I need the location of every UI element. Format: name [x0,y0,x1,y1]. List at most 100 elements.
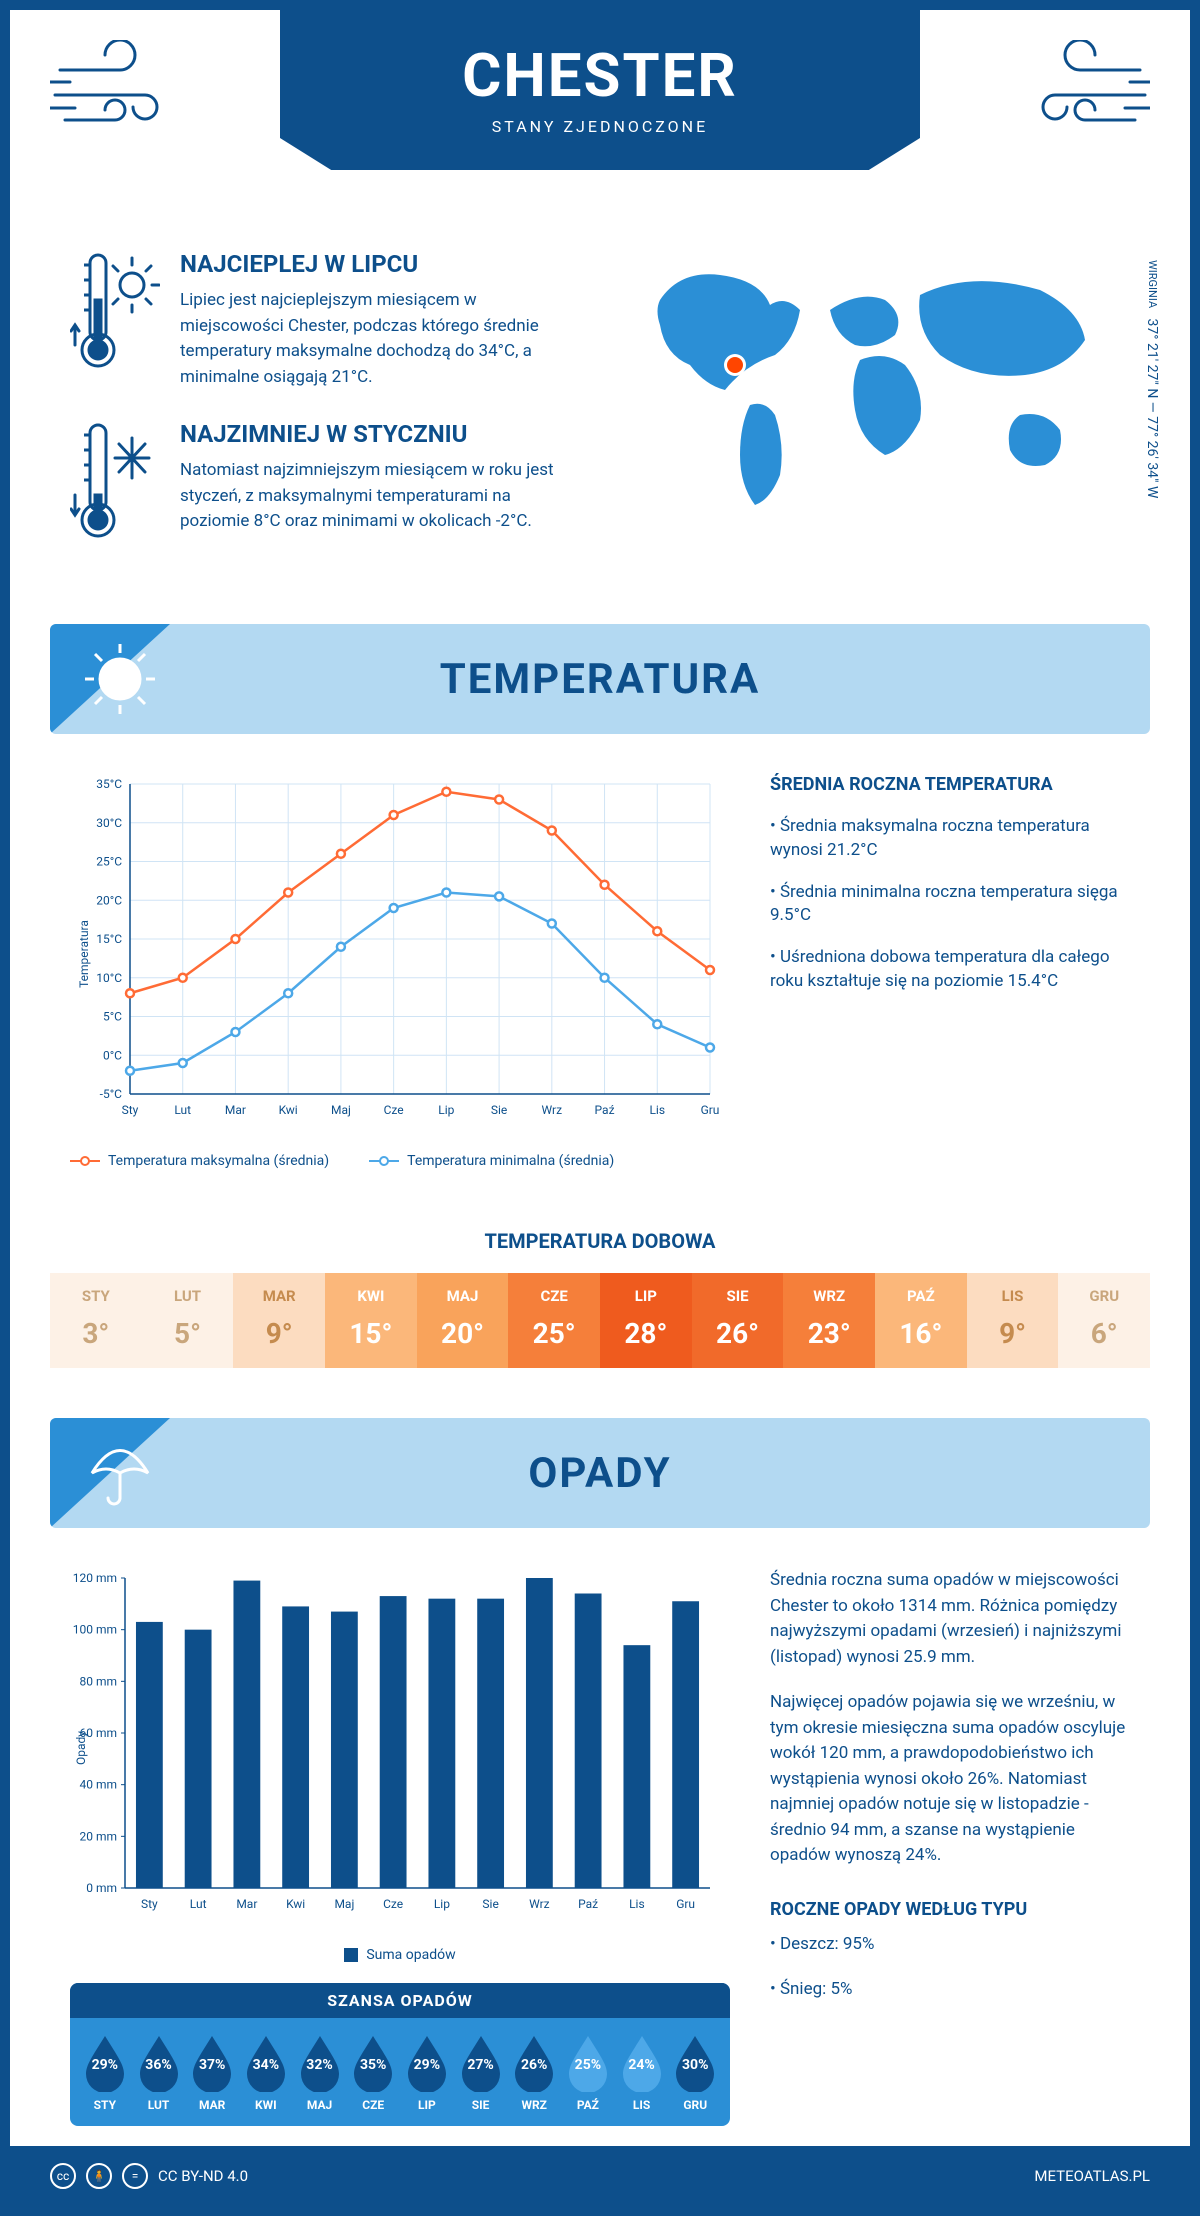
temperature-info: ŚREDNIA ROCZNA TEMPERATURA • Średnia mak… [770,774,1130,1169]
svg-text:Lis: Lis [629,1897,645,1911]
svg-text:Maj: Maj [334,1897,354,1911]
daily-cell: STY3° [50,1273,142,1368]
svg-text:Gru: Gru [701,1103,720,1117]
svg-text:Lip: Lip [438,1103,454,1117]
lon-label: 77° 26' 34" W [1144,416,1160,498]
lat-label: 37° 21' 27" N [1144,319,1160,399]
svg-text:25°C: 25°C [96,855,122,869]
temperature-body: -5°C0°C5°C10°C15°C20°C25°C30°C35°CStyLut… [10,734,1190,1209]
svg-text:5°C: 5°C [103,1010,122,1024]
svg-text:Lut: Lut [190,1897,207,1911]
svg-text:100 mm: 100 mm [73,1623,117,1637]
daily-cell: PAŹ16° [875,1273,967,1368]
daily-cell: CZE25° [508,1273,600,1368]
page: CHESTER STANY ZJEDNOCZONE NAJCIEPLEJ W L… [0,0,1200,2216]
precip-para2: Najwięcej opadów pojawia się we wrześniu… [770,1690,1130,1869]
precip-chart: 0 mm20 mm40 mm60 mm80 mm100 mm120 mmStyL… [70,1568,730,1928]
chance-cell: 27%SIE [454,2032,508,2112]
svg-text:120 mm: 120 mm [73,1571,117,1585]
cold-title: NAJZIMNIEJ W STYCZNIU [180,420,580,448]
precip-title: OPADY [50,1449,1150,1498]
region-label: WIRGINIA [1146,260,1159,308]
svg-text:Wrz: Wrz [542,1103,563,1117]
intro-text-column: NAJCIEPLEJ W LIPCU Lipiec jest najcieple… [70,250,580,584]
svg-text:Sie: Sie [482,1897,498,1911]
svg-text:Lut: Lut [174,1103,191,1117]
hot-block: NAJCIEPLEJ W LIPCU Lipiec jest najcieple… [70,250,580,390]
temperature-title: TEMPERATURA [50,655,1150,704]
chance-cell: 24%LIS [615,2032,669,2112]
svg-text:Temperatura: Temperatura [77,920,91,988]
sun-icon [80,639,160,719]
temp-info-2: • Uśredniona dobowa temperatura dla całe… [770,946,1130,994]
footer-license: cc 🧍 = CC BY-ND 4.0 [50,2163,248,2189]
svg-text:Sty: Sty [122,1103,139,1117]
svg-text:Lis: Lis [649,1103,665,1117]
precip-type-snow: • Śnieg: 5% [770,1977,1130,2003]
svg-text:Mar: Mar [225,1103,246,1117]
temperature-chart: -5°C0°C5°C10°C15°C20°C25°C30°C35°CStyLut… [70,774,730,1134]
svg-text:Kwi: Kwi [286,1897,305,1911]
svg-text:Opady: Opady [74,1731,88,1765]
legend-max: Temperatura maksymalna (średnia) [108,1153,329,1169]
header-banner: CHESTER STANY ZJEDNOCZONE [280,10,920,170]
coordinates: WIRGINIA 37° 21' 27" N — 77° 26' 34" W [1144,260,1160,498]
svg-text:20 mm: 20 mm [79,1829,117,1843]
chance-cell: 29%LIP [400,2032,454,2112]
legend-min: Temperatura minimalna (średnia) [407,1153,614,1169]
cold-text: Natomiast najzimniejszym miesiącem w rok… [180,458,580,535]
daily-cell: LIP28° [600,1273,692,1368]
precip-body: 0 mm20 mm40 mm60 mm80 mm100 mm120 mmStyL… [10,1528,1190,2146]
chance-cell: 37%MAR [185,2032,239,2112]
map-column: WIRGINIA 37° 21' 27" N — 77° 26' 34" W [610,250,1130,584]
precip-left: 0 mm20 mm40 mm60 mm80 mm100 mm120 mmStyL… [70,1568,730,2126]
temperature-legend: Temperatura maksymalna (średnia) Tempera… [70,1153,730,1169]
daily-cell: WRZ23° [783,1273,875,1368]
daily-cell: MAR9° [233,1273,325,1368]
hot-title: NAJCIEPLEJ W LIPCU [180,250,580,278]
chance-title: SZANSA OPADÓW [70,1983,730,2018]
svg-text:Sie: Sie [491,1103,507,1117]
footer-site: METEOATLAS.PL [1034,2167,1150,2185]
precip-banner: OPADY [50,1418,1150,1528]
daily-cell: LUT5° [142,1273,234,1368]
chance-cell: 32%MAJ [293,2032,347,2112]
chance-wrap: SZANSA OPADÓW 29%STY36%LUT37%MAR34%KWI32… [70,1983,730,2126]
svg-text:Cze: Cze [383,1897,403,1911]
svg-text:Cze: Cze [384,1103,404,1117]
chance-cell: 30%GRU [668,2032,722,2112]
intro-section: NAJCIEPLEJ W LIPCU Lipiec jest najcieple… [10,230,1190,624]
chance-cell: 29%STY [78,2032,132,2112]
thermometer-cold-icon [70,420,160,554]
precip-legend: Suma opadów [70,1947,730,1963]
chance-row: 29%STY36%LUT37%MAR34%KWI32%MAJ35%CZE29%L… [70,2018,730,2112]
temp-info-1: • Średnia minimalna roczna temperatura s… [770,881,1130,929]
svg-text:Mar: Mar [236,1897,257,1911]
daily-cell: KWI15° [325,1273,417,1368]
daily-temp-strip: STY3°LUT5°MAR9°KWI15°MAJ20°CZE25°LIP28°S… [50,1273,1150,1368]
svg-text:40 mm: 40 mm [79,1778,117,1792]
svg-text:10°C: 10°C [96,971,122,985]
svg-text:Paź: Paź [595,1103,615,1117]
temperature-chart-wrap: -5°C0°C5°C10°C15°C20°C25°C30°C35°CStyLut… [70,774,730,1169]
svg-text:-5°C: -5°C [100,1087,123,1101]
precip-type-rain: • Deszcz: 95% [770,1932,1130,1958]
chance-cell: 25%PAŹ [561,2032,615,2112]
chance-cell: 34%KWI [239,2032,293,2112]
chance-cell: 36%LUT [132,2032,186,2112]
by-icon: 🧍 [86,2163,112,2189]
svg-text:Lip: Lip [434,1897,450,1911]
temp-info-title: ŚREDNIA ROCZNA TEMPERATURA [770,774,1130,795]
wind-icon-right [1010,40,1150,150]
temperature-banner: TEMPERATURA [50,624,1150,734]
svg-text:Paź: Paź [578,1897,598,1911]
svg-text:Wrz: Wrz [529,1897,550,1911]
nd-icon: = [122,2163,148,2189]
temp-info-0: • Średnia maksymalna roczna temperatura … [770,815,1130,863]
thermometer-hot-icon [70,250,160,390]
daily-cell: MAJ20° [417,1273,509,1368]
daily-cell: LIS9° [967,1273,1059,1368]
svg-text:Sty: Sty [141,1897,158,1911]
city-name: CHESTER [280,40,920,111]
precip-right: Średnia roczna suma opadów w miejscowośc… [770,1568,1130,2126]
